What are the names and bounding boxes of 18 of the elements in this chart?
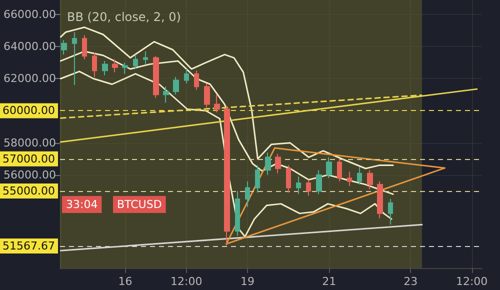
x-tick-label: 21	[322, 275, 336, 288]
x-tick-label: 16	[118, 275, 132, 288]
y-tick-label: 58000.00	[4, 136, 56, 150]
annotation: 33:04	[66, 198, 98, 211]
x-tick-label: 12:00	[170, 275, 202, 288]
y-tick-label: 66000.00	[4, 8, 56, 21]
ref-line-label: 57000.00	[2, 152, 55, 166]
x-tick-label: 19	[240, 275, 255, 288]
y-tick-label: 56000.00	[4, 168, 56, 182]
x-tick-label: 23	[404, 275, 418, 288]
x-tick-label: 12:00	[456, 275, 488, 288]
ref-line-label: 51567.67	[2, 240, 55, 253]
ref-line-label: 60000.00	[2, 104, 55, 118]
y-tick-label: 62000.00	[4, 72, 56, 86]
annotation: BTCUSD	[117, 198, 162, 211]
y-tick-label: 64000.00	[4, 40, 56, 54]
ref-line-label: 55000.00	[2, 184, 55, 198]
text: BB (20, close, 2, 0)	[67, 10, 181, 24]
